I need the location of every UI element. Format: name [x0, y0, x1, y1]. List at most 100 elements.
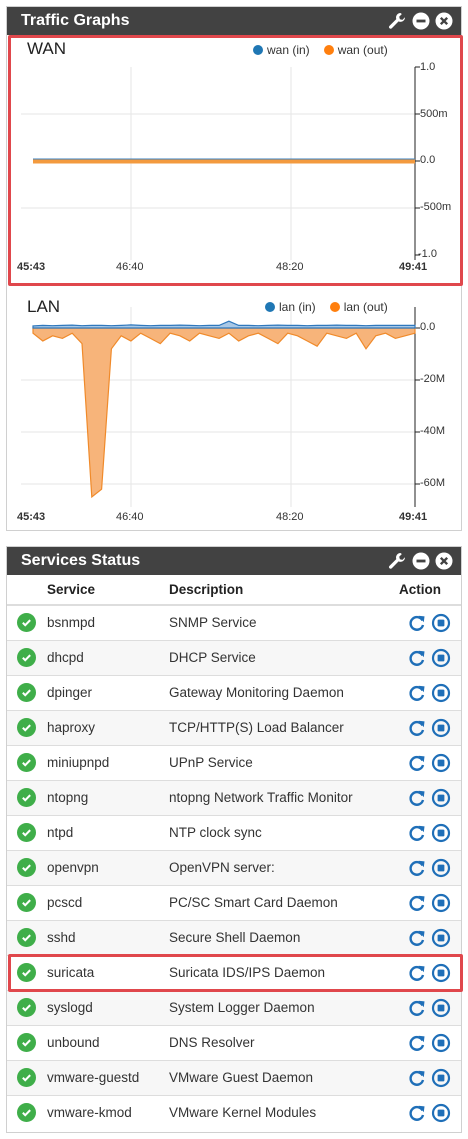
- lan-graph: LAN lan (in) lan (out) 0.0 -20M -40M -60…: [7, 285, 461, 530]
- status-cell: [7, 884, 47, 920]
- legend-item-lan-in[interactable]: lan (in): [265, 300, 316, 314]
- status-ok-icon: [17, 1103, 36, 1123]
- wan-out-series: [33, 158, 415, 164]
- restart-icon[interactable]: [407, 858, 427, 878]
- minus-circle-icon[interactable]: [412, 12, 430, 30]
- service-name: vmware-guestd: [47, 1059, 169, 1095]
- service-description: UPnP Service: [169, 744, 399, 780]
- lan-plot: [21, 307, 420, 507]
- legend-item-wan-in[interactable]: wan (in): [253, 43, 310, 57]
- panel-title: Services Status: [21, 552, 141, 569]
- y-tick-label: -40M: [420, 425, 446, 437]
- table-row-unbound: unbound DNS Resolver: [7, 1024, 461, 1060]
- lan-in-series: [32, 320, 416, 329]
- stop-icon[interactable]: [431, 718, 451, 738]
- services-table: Service Description Action bsnmpd SNMP S…: [7, 575, 461, 1130]
- close-circle-icon[interactable]: [435, 552, 453, 570]
- restart-icon[interactable]: [407, 613, 427, 633]
- legend-dot: [323, 45, 334, 55]
- legend-dot: [265, 302, 275, 312]
- legend-item-wan-out[interactable]: wan (out): [323, 43, 388, 57]
- x-tick-label: 49:41: [399, 261, 428, 273]
- stop-icon[interactable]: [431, 683, 451, 703]
- y-tick-label: 0.0: [420, 154, 436, 166]
- action-cell: [399, 1094, 461, 1130]
- service-description: ntopng Network Traffic Monitor: [169, 779, 399, 815]
- status-cell: [7, 954, 47, 990]
- stop-icon[interactable]: [431, 928, 451, 948]
- service-description: OpenVPN server:: [169, 849, 399, 885]
- wrench-icon[interactable]: [387, 11, 407, 31]
- service-name: ntpd: [47, 814, 169, 850]
- stop-icon[interactable]: [431, 998, 451, 1018]
- service-description: NTP clock sync: [169, 814, 399, 850]
- action-cell: [399, 884, 461, 920]
- column-header-description: Description: [169, 575, 399, 606]
- y-tick-label: -1.0: [418, 248, 437, 260]
- stop-icon[interactable]: [431, 963, 451, 983]
- table-row-miniupnpd: miniupnpd UPnP Service: [7, 744, 461, 780]
- table-row-ntopng: ntopng ntopng Network Traffic Monitor: [7, 779, 461, 815]
- stop-icon[interactable]: [431, 893, 451, 913]
- stop-icon[interactable]: [431, 788, 451, 808]
- service-description: VMware Guest Daemon: [169, 1059, 399, 1095]
- stop-icon[interactable]: [431, 1033, 451, 1053]
- legend-label: wan (in): [267, 43, 310, 57]
- services-status-header: Services Status: [7, 547, 461, 575]
- restart-icon[interactable]: [407, 998, 427, 1018]
- traffic-graphs-panel: Traffic Graphs: [6, 6, 462, 531]
- restart-icon[interactable]: [407, 823, 427, 843]
- status-cell: [7, 1059, 47, 1095]
- restart-icon[interactable]: [407, 893, 427, 913]
- table-row-syslogd: syslogd System Logger Daemon: [7, 989, 461, 1025]
- stop-icon[interactable]: [431, 823, 451, 843]
- stop-icon[interactable]: [431, 613, 451, 633]
- service-name: unbound: [47, 1024, 169, 1060]
- stop-icon[interactable]: [431, 648, 451, 668]
- service-name: miniupnpd: [47, 744, 169, 780]
- restart-icon[interactable]: [407, 788, 427, 808]
- x-tick-label: 48:20: [276, 511, 304, 523]
- legend-item-lan-out[interactable]: lan (out): [329, 300, 388, 314]
- minus-circle-icon[interactable]: [412, 552, 430, 570]
- panel-title: Traffic Graphs: [21, 12, 130, 29]
- restart-icon[interactable]: [407, 1103, 427, 1123]
- service-description: Secure Shell Daemon: [169, 919, 399, 955]
- legend-label: wan (out): [337, 43, 388, 57]
- stop-icon[interactable]: [431, 753, 451, 773]
- status-ok-icon: [17, 998, 36, 1017]
- stop-icon[interactable]: [431, 858, 451, 878]
- status-cell: [7, 744, 47, 780]
- x-tick-label: 45:43: [17, 511, 46, 523]
- action-cell: [399, 674, 461, 710]
- x-tick-label: 48:20: [276, 261, 304, 273]
- restart-icon[interactable]: [407, 683, 427, 703]
- service-name: vmware-kmod: [47, 1094, 169, 1130]
- restart-icon[interactable]: [407, 753, 427, 773]
- status-cell: [7, 814, 47, 850]
- legend-label: lan (in): [279, 300, 316, 314]
- wrench-icon[interactable]: [387, 551, 407, 571]
- restart-icon[interactable]: [407, 648, 427, 668]
- restart-icon[interactable]: [407, 928, 427, 948]
- y-tick-label: 1.0: [420, 61, 436, 73]
- status-cell: [7, 989, 47, 1025]
- service-description: TCP/HTTP(S) Load Balancer: [169, 709, 399, 745]
- stop-icon[interactable]: [431, 1103, 451, 1123]
- service-name: ntopng: [47, 779, 169, 815]
- table-row-dpinger: dpinger Gateway Monitoring Daemon: [7, 674, 461, 710]
- legend-dot: [329, 302, 340, 312]
- status-cell: [7, 919, 47, 955]
- close-circle-icon[interactable]: [435, 12, 453, 30]
- restart-icon[interactable]: [407, 963, 427, 983]
- restart-icon[interactable]: [407, 1068, 427, 1088]
- restart-icon[interactable]: [407, 718, 427, 738]
- y-tick-label: 0.0: [420, 321, 436, 333]
- restart-icon[interactable]: [407, 1033, 427, 1053]
- action-cell: [399, 639, 461, 675]
- stop-icon[interactable]: [431, 1068, 451, 1088]
- service-description: DNS Resolver: [169, 1024, 399, 1060]
- action-cell: [399, 954, 461, 990]
- x-tick-label: 49:41: [399, 511, 428, 523]
- column-header-status: [7, 575, 47, 606]
